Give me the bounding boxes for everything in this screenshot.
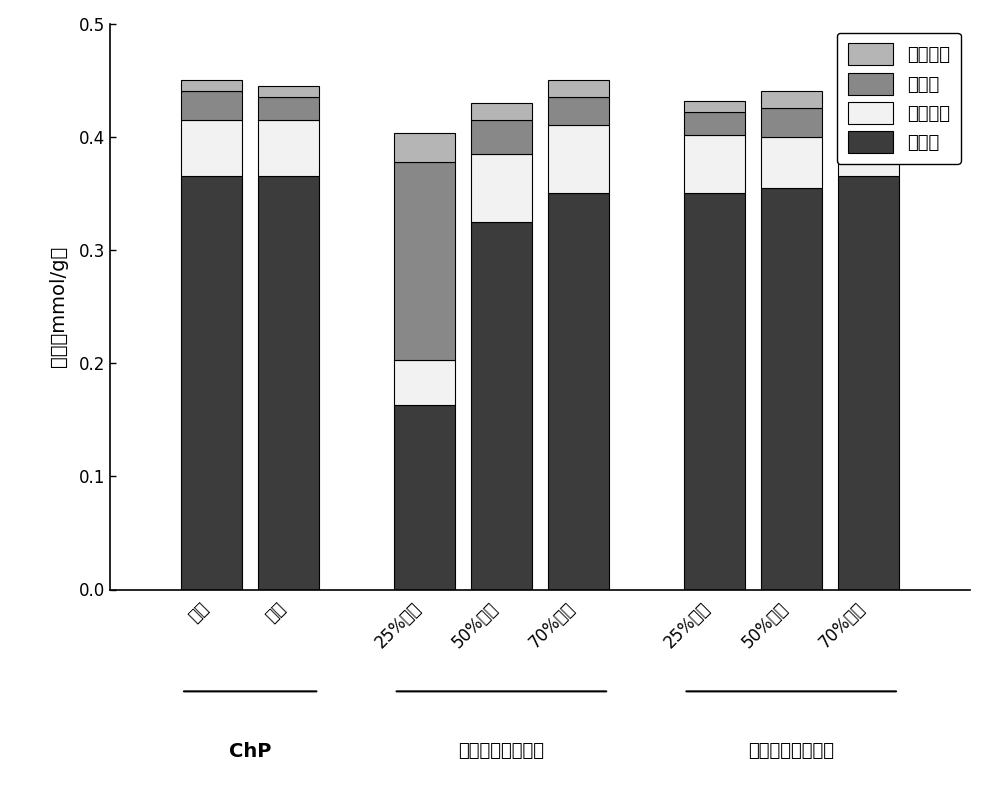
Bar [471,222,532,590]
Bar [258,97,319,119]
Bar [258,176,319,590]
Bar [394,134,455,162]
Bar [258,119,319,176]
Bar [181,80,242,91]
Y-axis label: 含量（mmol/g）: 含量（mmol/g） [49,246,68,367]
Legend: 汉黄芩素, 黄芩素, 汉黄芩苷, 黄芩苷: 汉黄芩素, 黄芩素, 汉黄芩苷, 黄芩苷 [837,32,961,164]
Bar [684,101,745,112]
Bar [838,101,899,129]
Bar [761,188,822,590]
Bar [181,176,242,590]
Bar [548,97,609,126]
Bar [838,90,899,101]
Text: ChP: ChP [229,742,271,762]
Bar [258,86,319,97]
Bar [684,134,745,193]
Bar [471,119,532,154]
Bar [684,112,745,134]
Bar [181,91,242,119]
Bar [684,193,745,590]
Bar [394,360,455,405]
Bar [471,103,532,119]
Bar [838,176,899,590]
Text: 药材（超声提取）: 药材（超声提取） [458,742,544,760]
Bar [548,126,609,193]
Bar [761,108,822,137]
Text: 饮片（超声提取）: 饮片（超声提取） [748,742,834,760]
Bar [761,91,822,108]
Bar [471,154,532,222]
Bar [181,119,242,176]
Bar [838,129,899,176]
Bar [394,162,455,360]
Bar [761,137,822,188]
Bar [394,405,455,590]
Bar [548,80,609,97]
Bar [548,193,609,590]
